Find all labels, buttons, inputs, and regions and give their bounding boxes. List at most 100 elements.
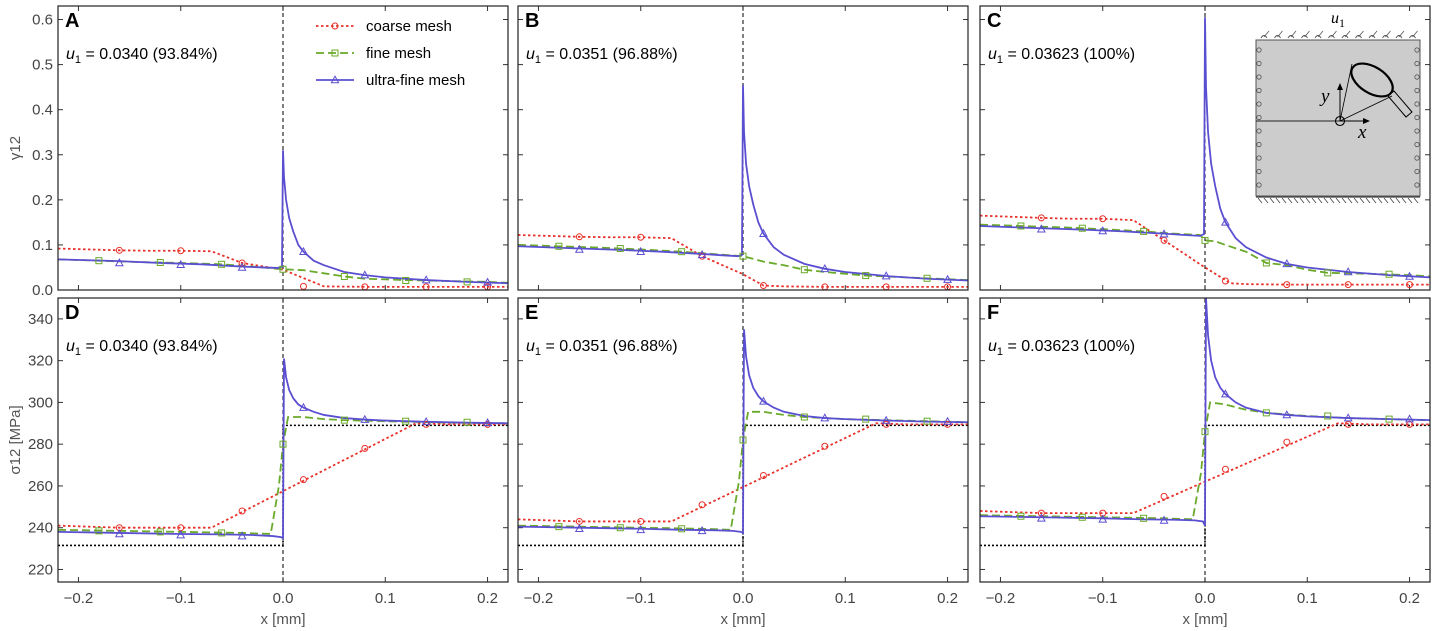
bottom-hatch (1323, 197, 1329, 204)
y-tick-label: 0.3 (32, 147, 53, 164)
x-axis-label-col-1: x [mm] (261, 611, 306, 628)
annotation-subscript: 1 (75, 346, 81, 358)
left-boundary-support (1256, 168, 1262, 175)
marker-ultra-fine-mesh (1036, 224, 1046, 233)
marker-fine-mesh (555, 242, 563, 250)
left-boundary-support (1256, 87, 1262, 94)
marker-fine-mesh (1078, 513, 1086, 521)
panel-e: −0.2 −0.1 0.0 0.1 0.2 Eu1 = 0.0351 (96.88%) (517, 297, 969, 607)
marker-fine-mesh (95, 527, 103, 535)
panel-a: 0.0 0.1 0.2 0.3 0.4 0.5 0.6 Au1 = 0.0340 (93.84… (32, 5, 509, 299)
marker-ultra-fine-mesh (114, 529, 124, 538)
marker-fine-mesh (1140, 514, 1148, 522)
right-boundary-support (1414, 182, 1420, 188)
y-tick-label: 260 (28, 478, 53, 495)
marker-coarse-mesh (1160, 236, 1168, 244)
marker-coarse-mesh (759, 472, 767, 479)
marker-coarse-mesh (637, 233, 645, 241)
series-line-coarse-mesh (58, 422, 508, 529)
panel-c: Cu1 = 0.03623 (100%) (979, 5, 1431, 291)
marker-ultra-fine-mesh (1221, 389, 1230, 398)
marker-fine-mesh (800, 413, 808, 421)
marker-fine-mesh (678, 248, 686, 256)
y-tick-label: 0.1 (32, 237, 53, 254)
magnifier-ray (1339, 95, 1393, 122)
top-boundary-mark (1260, 35, 1268, 39)
series-line-ultra-fine-mesh (518, 84, 968, 282)
marker-ultra-fine-mesh (943, 416, 952, 425)
marker-coarse-mesh (1406, 420, 1414, 428)
marker-fine-mesh (463, 278, 471, 286)
top-boundary-mark (1382, 35, 1389, 39)
top-boundary-mark (1395, 35, 1403, 39)
top-boundary-mark (1290, 30, 1297, 38)
x-tick-label: −0.2 (64, 590, 94, 607)
bottom-hatch (1263, 197, 1269, 204)
marker-coarse-mesh (1344, 281, 1352, 289)
marker-coarse-mesh (1406, 281, 1414, 289)
marker-fine-mesh (678, 525, 686, 533)
right-boundary-support (1414, 141, 1420, 148)
right-boundary-support (1414, 101, 1420, 107)
displacement-annotation: u1 = 0.03623 (100%) (988, 338, 1135, 358)
top-boundary-mark (1277, 30, 1283, 38)
top-boundary-mark (1385, 30, 1391, 38)
x-tick-label: 0.1 (1297, 590, 1318, 607)
series-line-fine-mesh (980, 223, 1430, 278)
marker-fine-mesh (923, 417, 931, 425)
bottom-hatch (1389, 197, 1395, 204)
displacement-annotation: u1 = 0.0351 (96.88%) (526, 338, 678, 358)
x-tick-label: −0.1 (166, 590, 196, 607)
annotation-subscript: 1 (75, 54, 81, 66)
displacement-annotation: u1 = 0.0340 (93.84%) (66, 46, 218, 66)
left-boundary-support (1256, 114, 1262, 121)
marker-coarse-mesh (361, 444, 369, 452)
left-boundary-support (1256, 74, 1262, 80)
bottom-hatch (1269, 197, 1275, 204)
marker-fine-mesh (340, 416, 348, 424)
marker-ultra-fine-mesh (483, 277, 492, 286)
bottom-hatch (1413, 197, 1419, 204)
panel-label: F (987, 302, 999, 324)
right-boundary-support (1414, 155, 1420, 161)
displacement-annotation: u1 = 0.0340 (93.84%) (66, 338, 218, 358)
panel-frame (979, 5, 1431, 291)
marker-fine-mesh (862, 415, 870, 423)
marker-coarse-mesh (299, 282, 307, 290)
marker-ultra-fine-mesh (1159, 515, 1169, 524)
panel-d: 220 240 260 280 300 320 340 −0.2 −0.1 0.0 0.1 0.2 Du… (28, 297, 509, 607)
displacement-annotation: u1 = 0.0351 (96.88%) (526, 46, 678, 66)
marker-coarse-mesh (821, 442, 829, 450)
x-tick-label: −0.2 (986, 590, 1016, 607)
bottom-hatch (1317, 197, 1323, 204)
panel-label: C (987, 10, 1001, 32)
bottom-hatch (1299, 197, 1305, 204)
bottom-hatch (1353, 197, 1359, 204)
x-tick-label: −0.2 (524, 590, 554, 607)
legend: coarse mesh fine mesh ultra-fine mesh (316, 18, 465, 89)
panel-label: B (525, 10, 539, 32)
y-tick-label: 320 (28, 353, 53, 370)
marker-ultra-fine-mesh (237, 262, 247, 271)
marker-ultra-fine-mesh (697, 249, 707, 259)
bottom-hatch (1383, 197, 1389, 204)
plot-area (518, 6, 968, 290)
annotation-value: = 0.03623 (100%) (1003, 46, 1135, 63)
marker-ultra-fine-mesh (1405, 271, 1414, 280)
y-tick-label: 300 (28, 394, 53, 411)
annotation-symbol: u (526, 46, 535, 63)
top-boundary-mark (1409, 35, 1416, 39)
marker-fine-mesh (218, 260, 226, 268)
marker-ultra-fine-mesh (636, 524, 646, 534)
marker-ultra-fine-mesh (1098, 514, 1108, 523)
marker-coarse-mesh (1037, 214, 1045, 222)
marker-coarse-mesh (1221, 277, 1229, 285)
top-boundary-mark (1355, 35, 1362, 39)
marker-ultra-fine-mesh (1098, 226, 1108, 235)
x-axis-arrowhead (1363, 118, 1370, 124)
plot-area (980, 6, 1430, 290)
annotation-symbol: u (66, 46, 75, 63)
y-tick-label: 340 (28, 311, 53, 328)
annotation-subscript: 1 (535, 346, 541, 358)
left-boundary-support (1256, 155, 1262, 161)
